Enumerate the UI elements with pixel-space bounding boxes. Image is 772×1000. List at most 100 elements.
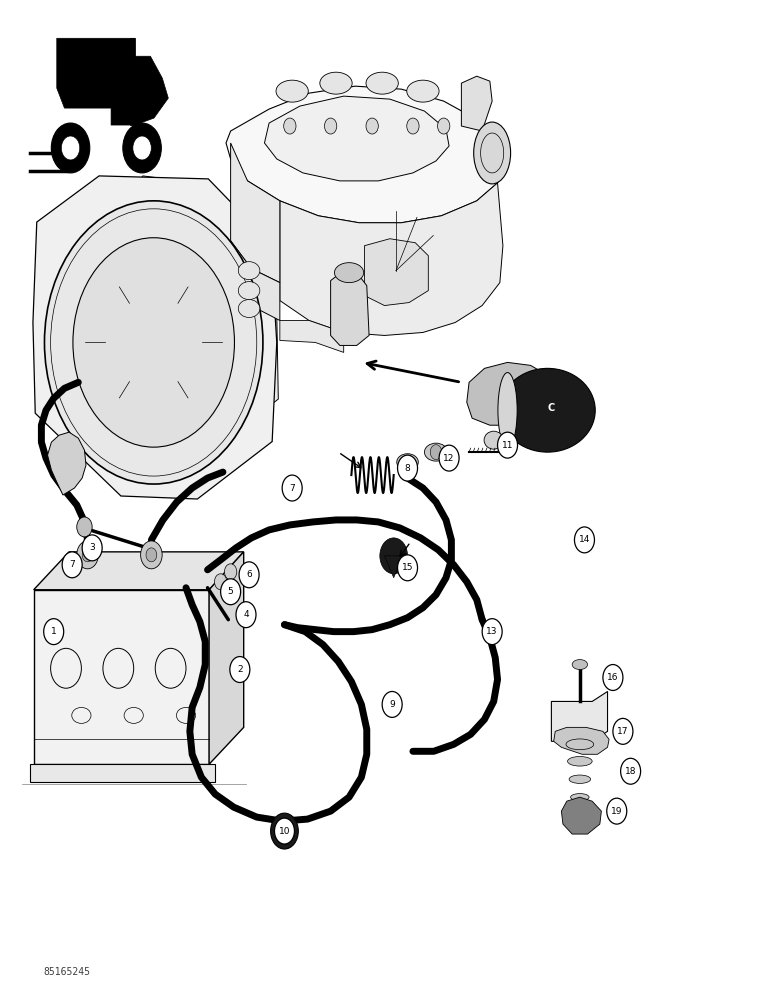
- Circle shape: [133, 136, 151, 160]
- Polygon shape: [384, 556, 403, 578]
- Ellipse shape: [569, 775, 591, 783]
- Ellipse shape: [499, 368, 595, 452]
- Polygon shape: [279, 183, 503, 335]
- Circle shape: [51, 123, 90, 173]
- Circle shape: [76, 517, 92, 537]
- Ellipse shape: [397, 454, 418, 470]
- Text: 5: 5: [228, 587, 233, 596]
- Polygon shape: [330, 271, 369, 345]
- Polygon shape: [231, 143, 279, 283]
- Ellipse shape: [239, 282, 260, 300]
- Polygon shape: [63, 43, 99, 105]
- Circle shape: [482, 619, 502, 645]
- Text: 8: 8: [405, 464, 411, 473]
- Ellipse shape: [498, 373, 517, 448]
- Text: 11: 11: [502, 441, 513, 450]
- Circle shape: [497, 432, 517, 458]
- Circle shape: [82, 548, 93, 562]
- Text: 15: 15: [401, 563, 413, 572]
- Circle shape: [613, 718, 633, 744]
- Text: 10: 10: [279, 827, 290, 836]
- Polygon shape: [209, 552, 244, 764]
- Circle shape: [271, 813, 298, 849]
- Polygon shape: [551, 691, 608, 741]
- Circle shape: [603, 665, 623, 690]
- Text: 13: 13: [486, 627, 498, 636]
- Text: 7: 7: [290, 484, 295, 493]
- Circle shape: [76, 541, 98, 569]
- Polygon shape: [279, 320, 344, 352]
- Ellipse shape: [366, 72, 398, 94]
- Polygon shape: [33, 176, 277, 499]
- Text: 19: 19: [611, 807, 622, 816]
- Text: 85165245: 85165245: [44, 967, 90, 977]
- Circle shape: [398, 555, 418, 581]
- Ellipse shape: [239, 262, 260, 280]
- Circle shape: [225, 564, 237, 580]
- Ellipse shape: [566, 739, 594, 750]
- Ellipse shape: [334, 263, 364, 283]
- Polygon shape: [554, 727, 609, 754]
- Polygon shape: [130, 38, 135, 125]
- Ellipse shape: [407, 80, 439, 102]
- Circle shape: [44, 619, 64, 645]
- Polygon shape: [30, 764, 215, 782]
- Ellipse shape: [239, 300, 260, 318]
- Circle shape: [366, 118, 378, 134]
- Polygon shape: [48, 432, 86, 495]
- Ellipse shape: [425, 443, 448, 461]
- Circle shape: [380, 538, 408, 574]
- Text: 18: 18: [625, 767, 636, 776]
- Text: 17: 17: [617, 727, 628, 736]
- Circle shape: [82, 535, 102, 561]
- Text: 3: 3: [90, 543, 95, 552]
- Polygon shape: [265, 96, 449, 181]
- Circle shape: [607, 798, 627, 824]
- Circle shape: [236, 602, 256, 628]
- Circle shape: [63, 552, 82, 578]
- Circle shape: [283, 118, 296, 134]
- Circle shape: [438, 118, 450, 134]
- Ellipse shape: [571, 794, 589, 801]
- Ellipse shape: [276, 80, 308, 102]
- Text: 1: 1: [51, 627, 56, 636]
- Circle shape: [439, 445, 459, 471]
- Text: 4: 4: [243, 610, 249, 619]
- Circle shape: [282, 475, 302, 501]
- Text: 7: 7: [69, 560, 75, 569]
- Circle shape: [398, 455, 418, 481]
- Text: 9: 9: [389, 700, 395, 709]
- Circle shape: [61, 136, 80, 160]
- Circle shape: [407, 118, 419, 134]
- Text: 6: 6: [246, 570, 252, 579]
- Circle shape: [239, 562, 259, 588]
- Text: 16: 16: [607, 673, 618, 682]
- Circle shape: [45, 201, 263, 484]
- Text: 2: 2: [237, 665, 242, 674]
- Polygon shape: [561, 797, 601, 834]
- Polygon shape: [36, 176, 279, 494]
- Polygon shape: [34, 552, 244, 590]
- Polygon shape: [231, 241, 279, 320]
- Circle shape: [221, 579, 241, 605]
- Circle shape: [146, 548, 157, 562]
- Text: 12: 12: [443, 454, 455, 463]
- Polygon shape: [467, 362, 555, 425]
- Circle shape: [324, 118, 337, 134]
- Circle shape: [430, 445, 442, 460]
- Circle shape: [382, 691, 402, 717]
- Circle shape: [402, 455, 413, 469]
- Ellipse shape: [484, 431, 503, 449]
- Polygon shape: [462, 76, 493, 131]
- Polygon shape: [364, 239, 428, 306]
- Circle shape: [275, 818, 294, 844]
- Text: C: C: [548, 403, 555, 413]
- Circle shape: [123, 123, 161, 173]
- Circle shape: [215, 574, 227, 590]
- Ellipse shape: [474, 122, 510, 184]
- Polygon shape: [226, 86, 507, 223]
- Circle shape: [230, 657, 250, 682]
- Text: 14: 14: [579, 535, 590, 544]
- Polygon shape: [57, 38, 168, 125]
- Circle shape: [621, 758, 641, 784]
